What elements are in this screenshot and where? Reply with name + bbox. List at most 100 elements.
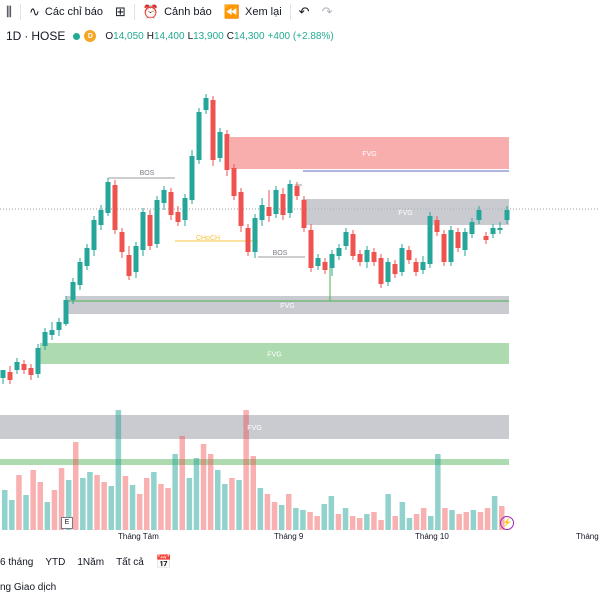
calendar-icon[interactable]: 📅 [155, 554, 173, 570]
volume-bar [158, 484, 164, 530]
trading-panel-tab[interactable]: ng Giao dịch [0, 582, 57, 593]
volume-bar [278, 505, 285, 530]
volume-bar [73, 442, 79, 530]
candle-body [357, 254, 363, 262]
volume-bar [257, 488, 264, 530]
candle-body [329, 254, 335, 268]
candle-body [238, 192, 244, 226]
volume-bar [477, 512, 484, 530]
volume-bar [243, 410, 249, 530]
candle-body [245, 228, 251, 252]
candle-body [336, 248, 342, 256]
volume-bar [144, 478, 150, 530]
volume-bar [307, 512, 313, 530]
volume-bar [342, 508, 349, 530]
candle-body [77, 262, 83, 285]
price-chart[interactable]: FVG FVG FVG FVG FVG BOS BOS CHoCH [0, 46, 600, 546]
volume-bar [428, 516, 434, 530]
candle-body [105, 182, 111, 213]
candle-body [35, 348, 41, 374]
volume-bar [392, 516, 398, 530]
symbol-legend: 1D · HOSE D O 14,050 H 14,400 L 13,900 C 14,… [6, 29, 334, 43]
open-value: 14,050 [113, 30, 144, 42]
candle-body [287, 184, 293, 213]
market-status-dot [73, 32, 81, 40]
volume-bar [87, 472, 93, 530]
candle-body [350, 234, 356, 256]
bos-label: BOS [140, 170, 155, 177]
candle-body [49, 330, 55, 335]
volume-bar [200, 444, 207, 530]
candle-body [420, 262, 426, 270]
candle-body [497, 228, 503, 230]
redo-icon: ↷ [321, 4, 333, 20]
templates-button[interactable]: ⊞ [109, 1, 132, 23]
replay-button[interactable]: ⏪ Xem lại [218, 1, 288, 23]
volume-bar [179, 436, 185, 530]
range-ytd-button[interactable]: YTD [45, 556, 66, 568]
exchange-label[interactable]: HOSE [31, 29, 66, 43]
change-value: +400 (+2.88%) [267, 30, 334, 42]
candle-body [70, 282, 76, 300]
volume-bar [463, 512, 469, 530]
candle-body [252, 218, 258, 252]
fvg-zone [302, 199, 509, 225]
interval-label[interactable]: 1D [6, 29, 22, 43]
bos-label: BOS [273, 250, 288, 257]
candle-body [476, 210, 482, 220]
volume-bar [335, 514, 342, 530]
candle-body [322, 262, 328, 270]
volume-bar [215, 470, 221, 530]
candle-body [189, 156, 195, 200]
redo-button[interactable]: ↷ [316, 1, 339, 23]
grid-icon: ⊞ [114, 4, 126, 20]
candlestick-icon: ⫼ [6, 4, 12, 20]
volume-bar [349, 516, 356, 530]
candle-body [301, 200, 307, 228]
volume-bar [172, 454, 178, 530]
candle-body [154, 200, 160, 244]
candle-body [413, 262, 419, 272]
volume-bar [193, 458, 200, 530]
volume-bar [165, 488, 171, 530]
indicators-button[interactable]: ∿ Các chỉ báo [23, 1, 109, 23]
range-6m-button[interactable]: 6 tháng [0, 556, 34, 568]
volume-bar [23, 495, 29, 530]
undo-button[interactable]: ↶ [293, 1, 316, 23]
candle-body [266, 207, 272, 216]
volume-bar [449, 510, 455, 530]
candle-body [399, 248, 405, 272]
candle-body [21, 364, 27, 370]
candle-body [98, 210, 104, 225]
range-selector: 6 tháng YTD 1Năm Tất cả 📅 [0, 554, 184, 570]
volume-bar [136, 494, 143, 530]
candle-body [406, 250, 412, 260]
low-value: 13,900 [193, 30, 224, 42]
volume-bar [80, 478, 86, 530]
fvg-label: FVG [280, 303, 294, 310]
candle-body [42, 332, 48, 346]
candle-body [126, 255, 132, 276]
undo-icon: ↶ [298, 4, 310, 20]
close-key: C [226, 30, 234, 42]
volume-bar [2, 490, 8, 530]
volume-bar [378, 520, 384, 530]
volume-bar [129, 485, 136, 530]
volume-bar [122, 476, 129, 530]
volume-bar [364, 514, 370, 530]
alarm-clock-icon: ⏰ [142, 4, 160, 20]
lightning-icon[interactable]: ⚡ [500, 516, 514, 530]
rewind-icon: ⏪ [223, 4, 240, 20]
time-axis[interactable]: Tháng Tám Tháng 9 Tháng 10 Tháng [0, 532, 600, 546]
chart-type-button[interactable]: ⫼ [0, 1, 18, 23]
volume-bar [491, 496, 498, 530]
range-all-button[interactable]: Tất cả [116, 556, 144, 568]
volume-bar [250, 456, 256, 530]
candle-body [392, 264, 398, 274]
range-1y-button[interactable]: 1Năm [77, 556, 105, 568]
candle-body [217, 132, 223, 158]
earnings-marker[interactable]: E [61, 517, 73, 529]
alert-button[interactable]: ⏰ Cảnh báo [137, 1, 218, 23]
fvg-zone [0, 459, 509, 465]
volume-bar [470, 510, 477, 530]
